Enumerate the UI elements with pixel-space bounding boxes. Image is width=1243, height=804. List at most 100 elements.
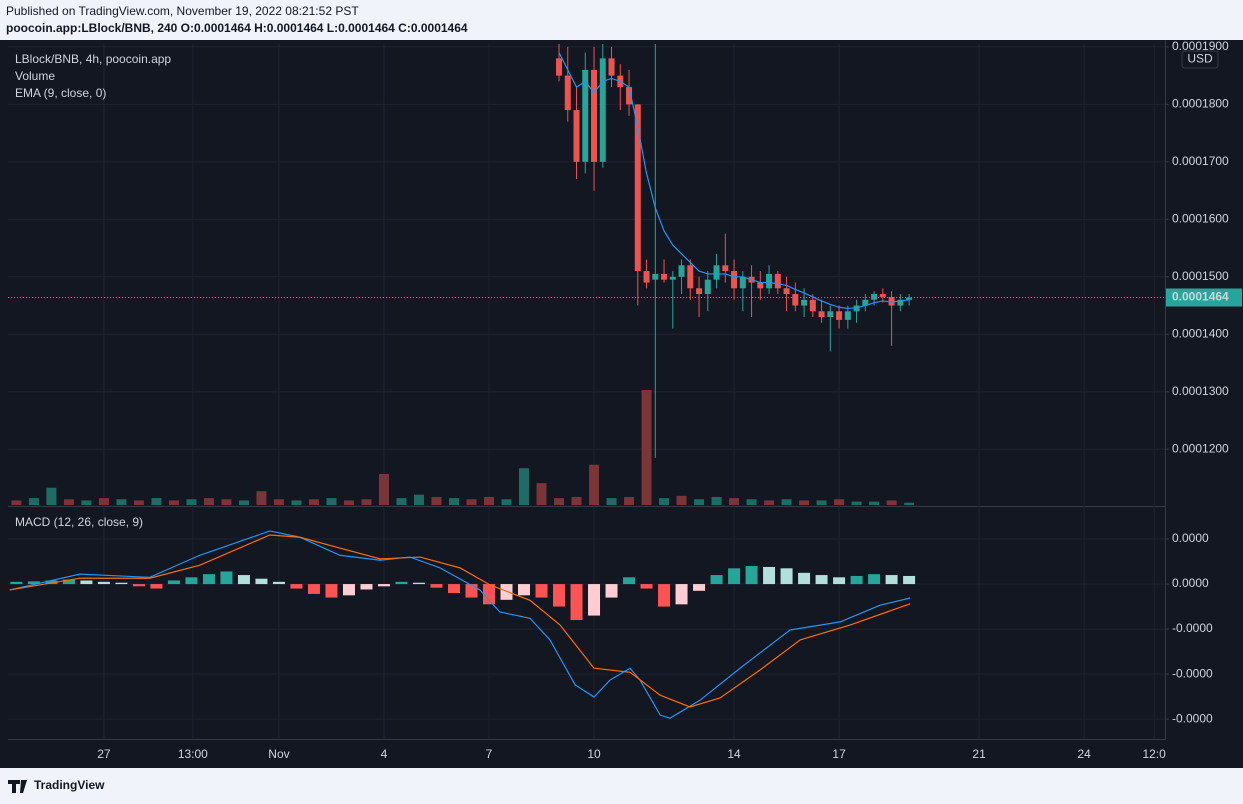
- candle-body: [678, 265, 685, 277]
- candle-body: [652, 273, 659, 280]
- volume-bar: [186, 499, 197, 505]
- volume-bar: [238, 500, 249, 505]
- x-tick-label: 27: [97, 747, 111, 761]
- last-price-label: 0.0001464: [1172, 290, 1229, 304]
- volume-bar: [694, 499, 705, 505]
- histogram-bar: [342, 584, 355, 596]
- volume-bar: [781, 499, 792, 505]
- volume-bar: [589, 464, 600, 505]
- plot: 27 13:00 Nov 4 7 10 14 17 21 24 12:0 0.0001200 0.000…: [8, 39, 1242, 761]
- candle-body: [556, 58, 563, 76]
- ema-legend: EMA (9, close, 0): [15, 86, 106, 100]
- candle-body: [661, 273, 668, 280]
- candle-body: [722, 265, 729, 272]
- y-tick-label: 0.0001400: [1172, 326, 1229, 340]
- histogram-bar: [45, 580, 58, 585]
- histogram-bar: [377, 584, 390, 587]
- candle-body: [564, 75, 571, 111]
- volume-bar: [886, 500, 897, 505]
- volume-bar: [168, 500, 179, 505]
- histogram-bar: [745, 566, 758, 585]
- volume-bar: [554, 498, 565, 505]
- y-tick-label: -0.0000: [1172, 711, 1213, 725]
- header-bg: [0, 0, 1243, 40]
- histogram-bar: [868, 574, 881, 585]
- volume-bar: [308, 499, 319, 505]
- volume-bar: [203, 498, 214, 505]
- histogram-bar: [395, 581, 408, 585]
- histogram-bar: [255, 578, 268, 585]
- candle-body: [827, 311, 834, 318]
- y-tick-label: -0.0000: [1172, 621, 1213, 635]
- symbol-line: poocoin.app:LBlock/BNB, 240 O:0.0001464 …: [6, 21, 468, 35]
- histogram-bar: [360, 584, 373, 590]
- histogram-bar: [693, 584, 706, 591]
- volume-bar: [413, 494, 424, 505]
- histogram-bar: [290, 584, 303, 589]
- volume-bar: [378, 473, 389, 505]
- y-tick-label: -0.0000: [1172, 666, 1213, 680]
- y-tick-label: 0.0001200: [1172, 441, 1229, 455]
- volume-bar: [571, 496, 582, 505]
- candle-body: [704, 279, 711, 295]
- volume-bar: [676, 495, 687, 505]
- histogram-bar: [815, 575, 828, 585]
- volume-legend: Volume: [15, 69, 55, 83]
- volume-bar: [641, 390, 652, 505]
- histogram-bar: [640, 584, 653, 589]
- candle-body: [862, 299, 869, 306]
- currency-box[interactable]: [1181, 50, 1219, 69]
- candle-body: [713, 265, 720, 280]
- volume-bar: [46, 487, 57, 505]
- histogram-bar: [833, 577, 846, 585]
- histogram-bar: [27, 581, 40, 585]
- currency: USD: [1187, 52, 1213, 66]
- candle-body: [731, 271, 738, 289]
- histogram-bar: [412, 582, 425, 585]
- macd-title: MACD (12, 26, close, 9): [15, 515, 143, 529]
- volume-bar: [466, 499, 477, 505]
- volume-bar: [659, 498, 670, 505]
- volume-bar: [256, 491, 267, 505]
- candle-body: [818, 311, 825, 318]
- histogram-bar: [483, 584, 496, 605]
- candle-body: [599, 58, 606, 162]
- histogram-bar: [570, 584, 583, 621]
- candle-body: [757, 282, 764, 289]
- volume-bar: [869, 501, 880, 505]
- volume-bar: [11, 500, 22, 505]
- y-tick-label: 0.0001900: [1172, 39, 1229, 53]
- x-tick-label: 24: [1077, 747, 1091, 761]
- volume-bar: [326, 498, 337, 505]
- volume-bar: [396, 498, 407, 505]
- histogram-bar: [430, 584, 443, 588]
- candle-body: [801, 299, 808, 306]
- histogram-bar: [465, 584, 478, 598]
- candle-body: [888, 296, 895, 306]
- x-tick-label: Nov: [268, 747, 289, 761]
- volume-bar: [133, 500, 144, 505]
- macd-line: [9, 530, 911, 719]
- histogram-bar: [62, 579, 75, 585]
- volume-bar: [221, 499, 232, 505]
- y-tick-label: 0.0001600: [1172, 211, 1229, 225]
- x-tick-label: 17: [832, 747, 846, 761]
- volume-bar: [116, 499, 127, 505]
- volume-bar: [746, 499, 757, 505]
- histogram-bar: [202, 574, 215, 585]
- candle-body: [573, 110, 580, 162]
- published: Published on TradingView.com, November 1…: [6, 4, 359, 18]
- histogram-bar: [885, 575, 898, 585]
- volume-bar: [361, 499, 372, 505]
- y-tick-label: 0.0001300: [1172, 384, 1229, 398]
- ema-line: [558, 52, 910, 310]
- histogram-bar: [10, 581, 23, 585]
- x-tick-label: 13:00: [178, 747, 208, 761]
- volume-bar: [536, 483, 547, 505]
- histogram-bar: [798, 572, 811, 585]
- histogram-bar: [675, 584, 688, 605]
- candle-body: [582, 69, 589, 162]
- candle-body: [634, 104, 641, 272]
- y-tick-label: 0.0001500: [1172, 269, 1229, 283]
